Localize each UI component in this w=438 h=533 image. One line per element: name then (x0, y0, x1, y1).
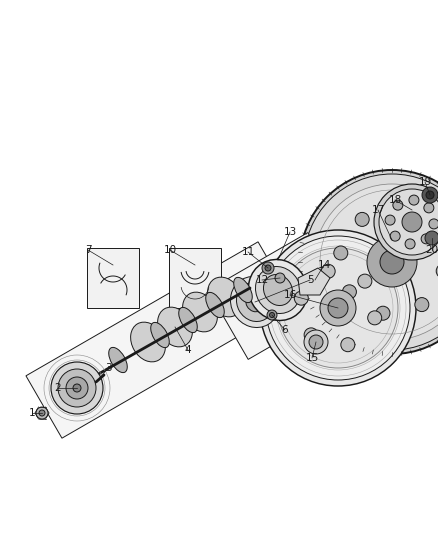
Circle shape (320, 290, 356, 326)
Text: 1: 1 (28, 408, 35, 418)
Circle shape (405, 239, 415, 249)
Ellipse shape (39, 410, 45, 416)
Circle shape (390, 231, 400, 241)
Circle shape (425, 231, 438, 245)
Ellipse shape (248, 260, 307, 320)
Circle shape (409, 195, 419, 205)
Circle shape (328, 298, 348, 318)
Circle shape (380, 250, 404, 274)
Ellipse shape (66, 377, 88, 399)
Ellipse shape (73, 384, 81, 392)
Circle shape (269, 312, 275, 318)
Ellipse shape (183, 292, 217, 332)
Circle shape (427, 225, 438, 239)
Ellipse shape (58, 369, 96, 407)
Circle shape (314, 184, 438, 340)
Circle shape (379, 189, 438, 255)
Circle shape (300, 170, 438, 354)
Circle shape (394, 204, 408, 218)
Circle shape (429, 219, 438, 229)
Circle shape (267, 310, 277, 320)
Ellipse shape (179, 308, 197, 333)
Text: 18: 18 (389, 195, 402, 205)
Circle shape (262, 262, 274, 274)
Text: 11: 11 (241, 247, 254, 257)
Circle shape (415, 297, 429, 312)
Circle shape (358, 274, 372, 288)
Circle shape (426, 191, 434, 199)
Circle shape (424, 203, 434, 213)
Text: 19: 19 (418, 177, 431, 187)
Circle shape (374, 184, 438, 260)
Text: 2: 2 (55, 383, 61, 393)
Circle shape (321, 264, 335, 278)
Circle shape (265, 265, 271, 271)
Text: 14: 14 (318, 260, 331, 270)
Ellipse shape (208, 277, 242, 317)
Circle shape (367, 237, 417, 287)
Circle shape (341, 338, 355, 352)
Ellipse shape (36, 407, 48, 419)
Circle shape (334, 246, 348, 260)
Ellipse shape (230, 277, 279, 327)
Circle shape (275, 273, 285, 283)
Text: 20: 20 (425, 245, 438, 255)
Polygon shape (87, 248, 139, 308)
Text: 4: 4 (185, 345, 191, 355)
Circle shape (278, 248, 398, 368)
Circle shape (393, 200, 403, 210)
Polygon shape (169, 248, 221, 308)
Ellipse shape (237, 282, 273, 321)
Text: 16: 16 (283, 290, 297, 300)
Text: 10: 10 (163, 245, 177, 255)
Text: 7: 7 (85, 245, 91, 255)
Circle shape (355, 213, 369, 227)
Circle shape (343, 285, 357, 299)
Ellipse shape (151, 322, 169, 348)
Ellipse shape (234, 277, 252, 303)
Circle shape (436, 264, 438, 278)
Polygon shape (298, 268, 330, 295)
Text: 6: 6 (282, 325, 288, 335)
Circle shape (402, 212, 422, 232)
Ellipse shape (131, 322, 166, 362)
Circle shape (304, 330, 328, 354)
Circle shape (309, 335, 323, 349)
Ellipse shape (246, 292, 264, 312)
Circle shape (304, 328, 318, 342)
Ellipse shape (206, 293, 224, 318)
Polygon shape (208, 232, 348, 359)
Circle shape (368, 311, 381, 325)
Circle shape (266, 236, 410, 380)
Circle shape (421, 234, 431, 244)
Circle shape (385, 215, 395, 225)
Polygon shape (26, 242, 294, 438)
Text: 13: 13 (283, 227, 297, 237)
Ellipse shape (51, 362, 103, 414)
Text: 12: 12 (255, 275, 268, 285)
Text: 5: 5 (307, 275, 313, 285)
Circle shape (260, 230, 416, 386)
Circle shape (422, 187, 438, 203)
Ellipse shape (255, 266, 300, 313)
Circle shape (304, 174, 438, 350)
Circle shape (294, 291, 308, 305)
Ellipse shape (158, 307, 192, 347)
Text: 3: 3 (105, 363, 111, 373)
Circle shape (376, 306, 390, 320)
Ellipse shape (109, 348, 127, 373)
Text: 17: 17 (371, 205, 385, 215)
Text: 15: 15 (305, 353, 318, 363)
Ellipse shape (264, 274, 293, 305)
